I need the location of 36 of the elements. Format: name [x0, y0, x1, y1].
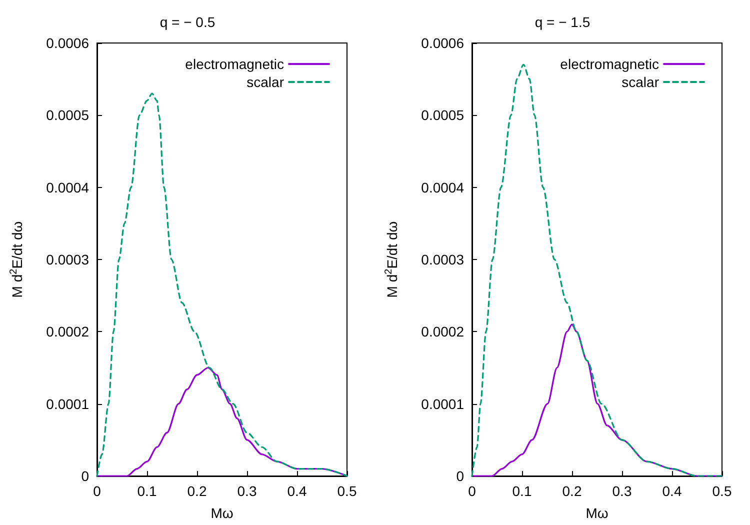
y-axis-title: M d2E/dt dω [8, 221, 25, 298]
y-tick-label: 0.0004 [421, 179, 464, 196]
y-tick-label: 0.0001 [421, 396, 464, 412]
y-tick-label: 0 [81, 468, 90, 484]
y-axis-title: M d2E/dt dω [384, 221, 400, 298]
legend-label: electromagnetic [560, 56, 659, 72]
x-tick-label: 0 [93, 483, 102, 499]
y-tick-label: 0.0003 [46, 252, 90, 268]
legend-label: electromagnetic [185, 56, 284, 72]
y-tick-label: 0 [456, 468, 464, 484]
x-tick-label: 0 [468, 483, 476, 499]
chart-title: q = − 0.5 [160, 14, 216, 30]
y-tick-label: 0.0006 [421, 35, 464, 51]
y-tick-label: 0.0005 [421, 107, 464, 124]
y-tick-label: 0.0005 [46, 107, 90, 124]
x-tick-label: 0.3 [237, 483, 257, 499]
legend-label: scalar [622, 74, 660, 90]
x-axis-title: Mω [586, 505, 608, 521]
x-tick-label: 0.2 [187, 483, 207, 499]
x-tick-label: 0.1 [137, 483, 157, 499]
x-axis-title: Mω [210, 505, 234, 521]
x-tick-label: 0.3 [612, 483, 632, 499]
y-tick-label: 0.0002 [46, 324, 90, 340]
x-tick-label: 0.5 [337, 483, 357, 499]
chart-title: q = − 1.5 [534, 14, 590, 30]
x-tick-label: 0.1 [512, 483, 532, 499]
x-tick-label: 0.2 [562, 483, 582, 499]
x-tick-label: 0.4 [287, 483, 307, 499]
y-tick-label: 0.0003 [421, 252, 464, 268]
legend-label: scalar [246, 74, 284, 90]
y-tick-label: 0.0004 [46, 179, 90, 196]
x-tick-label: 0.5 [712, 483, 732, 499]
y-tick-label: 0.0002 [421, 324, 464, 340]
y-tick-label: 0.0006 [46, 35, 90, 51]
x-tick-label: 0.4 [662, 483, 682, 499]
y-tick-label: 0.0001 [46, 396, 90, 412]
